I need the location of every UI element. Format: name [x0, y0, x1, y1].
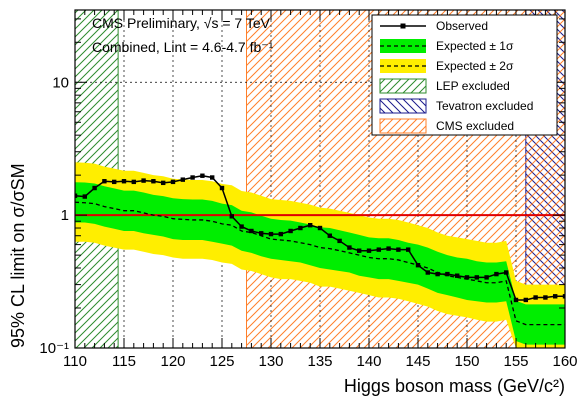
x-tick-label-1: 115 [112, 353, 136, 370]
legend-label-5: CMS excluded [436, 119, 514, 133]
observed-point [229, 214, 234, 219]
observed-point [200, 173, 205, 178]
observed-point [543, 295, 548, 300]
x-tick-label-3: 125 [209, 353, 234, 370]
x-tick-label-0: 110 [63, 353, 87, 370]
x-tick-label-9: 155 [503, 353, 528, 370]
observed-point [366, 248, 372, 253]
observed-point [484, 275, 489, 280]
legend-label-2: Expected ± 2σ [436, 59, 514, 73]
observed-point [396, 247, 401, 252]
observed-point [210, 175, 215, 180]
observed-point [121, 179, 127, 184]
observed-point [112, 179, 117, 185]
legend-label-1: Expected ± 1σ [436, 39, 514, 53]
observed-point [425, 270, 430, 275]
y-tick-label-0: 10⁻¹ [39, 340, 69, 357]
observed-point [170, 179, 176, 185]
annotation-line-2: Combined, Lint = 4.6-4.7 fb⁻¹ [92, 39, 274, 55]
observed-point [298, 225, 303, 231]
observed-point [376, 247, 381, 252]
annotation-line-1: CMS Preliminary, √s = 7 TeV [92, 15, 271, 31]
observed-point [455, 273, 460, 278]
legend-label-0: Observed [436, 19, 488, 33]
x-tick-label-2: 120 [160, 353, 185, 370]
x-tick-label-6: 140 [356, 353, 381, 370]
axis-ticks [74, 10, 566, 349]
observed-point [386, 246, 391, 251]
observed-point [347, 245, 352, 250]
bands [75, 162, 565, 348]
observed-point [141, 178, 146, 183]
observed-point [259, 231, 264, 236]
legend-swatch-hatch-5 [379, 118, 427, 134]
observed-point [151, 179, 156, 184]
observed-point [337, 238, 342, 244]
legend-box [371, 14, 558, 136]
observed-point [533, 295, 538, 300]
observed-point [180, 177, 185, 182]
x-tick-label-7: 145 [405, 353, 430, 370]
observed-point [82, 194, 87, 199]
observed-point [415, 262, 421, 268]
observed-point [102, 179, 107, 184]
legend: Observed Expected ± 1σ Expected ± 2σ LEP ex… [371, 14, 558, 136]
observed-point [131, 179, 136, 185]
observed-point [161, 180, 166, 186]
x-tick-label-8: 150 [454, 353, 479, 370]
observed-point [308, 223, 313, 228]
observed-point [357, 248, 362, 253]
legend-label-3: LEP excluded [436, 79, 510, 93]
legend-label-4: Tevatron excluded [436, 99, 533, 113]
observed-point [513, 297, 519, 303]
observed-point [504, 270, 509, 275]
observed-point [317, 225, 323, 231]
band-1sigma [75, 182, 565, 345]
observed-point [523, 297, 528, 303]
x-tick-label-10: 160 [552, 353, 577, 370]
legend-marker-observed [400, 23, 406, 29]
observed-point [464, 275, 470, 280]
observed-point [239, 224, 244, 229]
observed-point [268, 231, 274, 237]
x-tick-label-4: 130 [258, 353, 283, 370]
annotations: CMS Preliminary, √s = 7 TeV Combined, Li… [92, 15, 274, 55]
observed-point [278, 231, 283, 237]
y-axis-label: 95% CL limit on σ/σSM [8, 163, 28, 348]
x-axis-label: Higgs boson mass (GeV/c²) [344, 376, 565, 396]
observed-point [190, 175, 195, 180]
x-tick-label-5: 135 [307, 353, 332, 370]
observed-point [219, 185, 225, 191]
observed-point [445, 271, 450, 277]
observed-point [435, 271, 440, 277]
y-tick-label-2: 10 [52, 74, 69, 91]
observed-point [494, 271, 499, 277]
y-tick-label-1: 1 [61, 207, 69, 224]
observed-point [553, 294, 558, 299]
observed-point [562, 294, 565, 299]
observed-point [406, 247, 411, 252]
observed-point [92, 185, 97, 191]
observed-point [327, 233, 332, 238]
series-lines [75, 173, 565, 326]
observed-point [474, 275, 479, 280]
observed-point [249, 228, 254, 234]
legend-swatch-hatch-3 [379, 78, 427, 94]
observed-point [288, 228, 293, 234]
observed-point [75, 193, 78, 198]
legend-swatch-hatch-4 [379, 98, 427, 114]
